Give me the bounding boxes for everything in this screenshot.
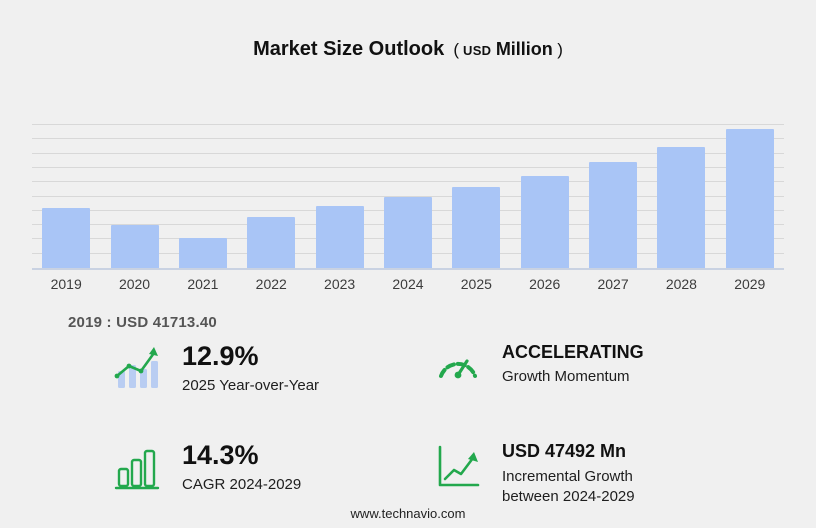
x-label-2024: 2024 (392, 276, 424, 292)
momentum-label: Growth Momentum (502, 367, 630, 385)
bar-2028 (647, 125, 715, 268)
x-label-2021: 2021 (187, 276, 219, 292)
bar-rect-2021 (178, 237, 227, 268)
x-label-2023: 2023 (324, 276, 356, 292)
base-year-note: 2019 : USD 41713.40 (68, 314, 217, 331)
incremental-growth-value: USD 47492 Mn (502, 441, 627, 461)
incremental-growth-icon (434, 443, 482, 494)
cagr-value: 14.3% (182, 440, 259, 470)
chart-title-paren-close: ) (557, 40, 563, 59)
chart-title-unit: Million (495, 39, 553, 59)
x-label-2029: 2029 (734, 276, 766, 292)
bar-rect-2020 (110, 224, 159, 268)
bar-2026 (511, 125, 579, 268)
cagr-chart-icon (112, 443, 162, 496)
stat-yoy: 12.9% 2025 Year-over-Year (112, 341, 434, 397)
bar-rect-2025 (452, 187, 501, 268)
chart-title-main: Market Size Outlook (253, 38, 445, 60)
chart-bars (32, 125, 784, 268)
bar-rect-2026 (520, 175, 569, 268)
stat-cagr: 14.3% CAGR 2024-2029 (112, 440, 434, 507)
bar-2019 (32, 125, 100, 268)
x-label-2022: 2022 (255, 276, 287, 292)
bar-2029 (716, 125, 784, 268)
x-label-2027: 2027 (597, 276, 629, 292)
chart-title-paren-open: ( (453, 40, 460, 59)
cagr-label: CAGR 2024-2029 (182, 475, 302, 493)
bar-rect-2019 (42, 208, 91, 268)
bar-rect-2029 (725, 128, 774, 268)
bar-2020 (100, 125, 168, 268)
chart-title-currency: USD (463, 43, 492, 58)
bar-2027 (579, 125, 647, 268)
momentum-value: ACCELERATING (502, 342, 644, 362)
incremental-growth-label: Incremental Growth between 2024-2029 (502, 467, 635, 505)
yoy-value: 12.9% (182, 341, 259, 371)
bar-rect-2027 (589, 162, 638, 268)
bar-rect-2024 (383, 196, 432, 268)
gridline (32, 152, 784, 154)
bar-rect-2023 (315, 205, 364, 268)
gridline (32, 138, 784, 140)
x-label-2025: 2025 (460, 276, 492, 292)
bar-rect-2028 (657, 147, 706, 268)
x-label-2019: 2019 (50, 276, 82, 292)
gridline (32, 195, 784, 197)
yoy-label: 2025 Year-over-Year (182, 376, 320, 394)
gridline (32, 181, 784, 183)
x-axis-labels: 2019 2020 2021 2022 2023 2024 2025 2026 2027 2028… (32, 276, 784, 292)
bar-2023 (305, 125, 373, 268)
stats-panel: 12.9% 2025 Year-over-Year ACCELERATING G… (112, 341, 732, 507)
gridline (32, 166, 784, 168)
gridline (32, 124, 784, 125)
footer-url: www.technavio.com (350, 506, 466, 521)
stat-momentum: ACCELERATING Growth Momentum (434, 342, 732, 397)
stat-incremental-growth: USD 47492 Mn Incremental Growth between … (434, 441, 732, 507)
bar-rect-2022 (247, 217, 296, 268)
x-label-2020: 2020 (118, 276, 151, 292)
gauge-icon (434, 344, 482, 389)
bar-chart (32, 124, 784, 270)
bar-2025 (442, 125, 510, 268)
bar-2024 (374, 125, 442, 268)
bar-2021 (169, 125, 237, 268)
x-label-2028: 2028 (665, 276, 697, 292)
x-label-2026: 2026 (529, 276, 561, 292)
chart-title: Market Size Outlook ( USD Million ) (0, 38, 816, 61)
yoy-bars-icon (112, 344, 162, 397)
bar-2022 (237, 125, 305, 268)
